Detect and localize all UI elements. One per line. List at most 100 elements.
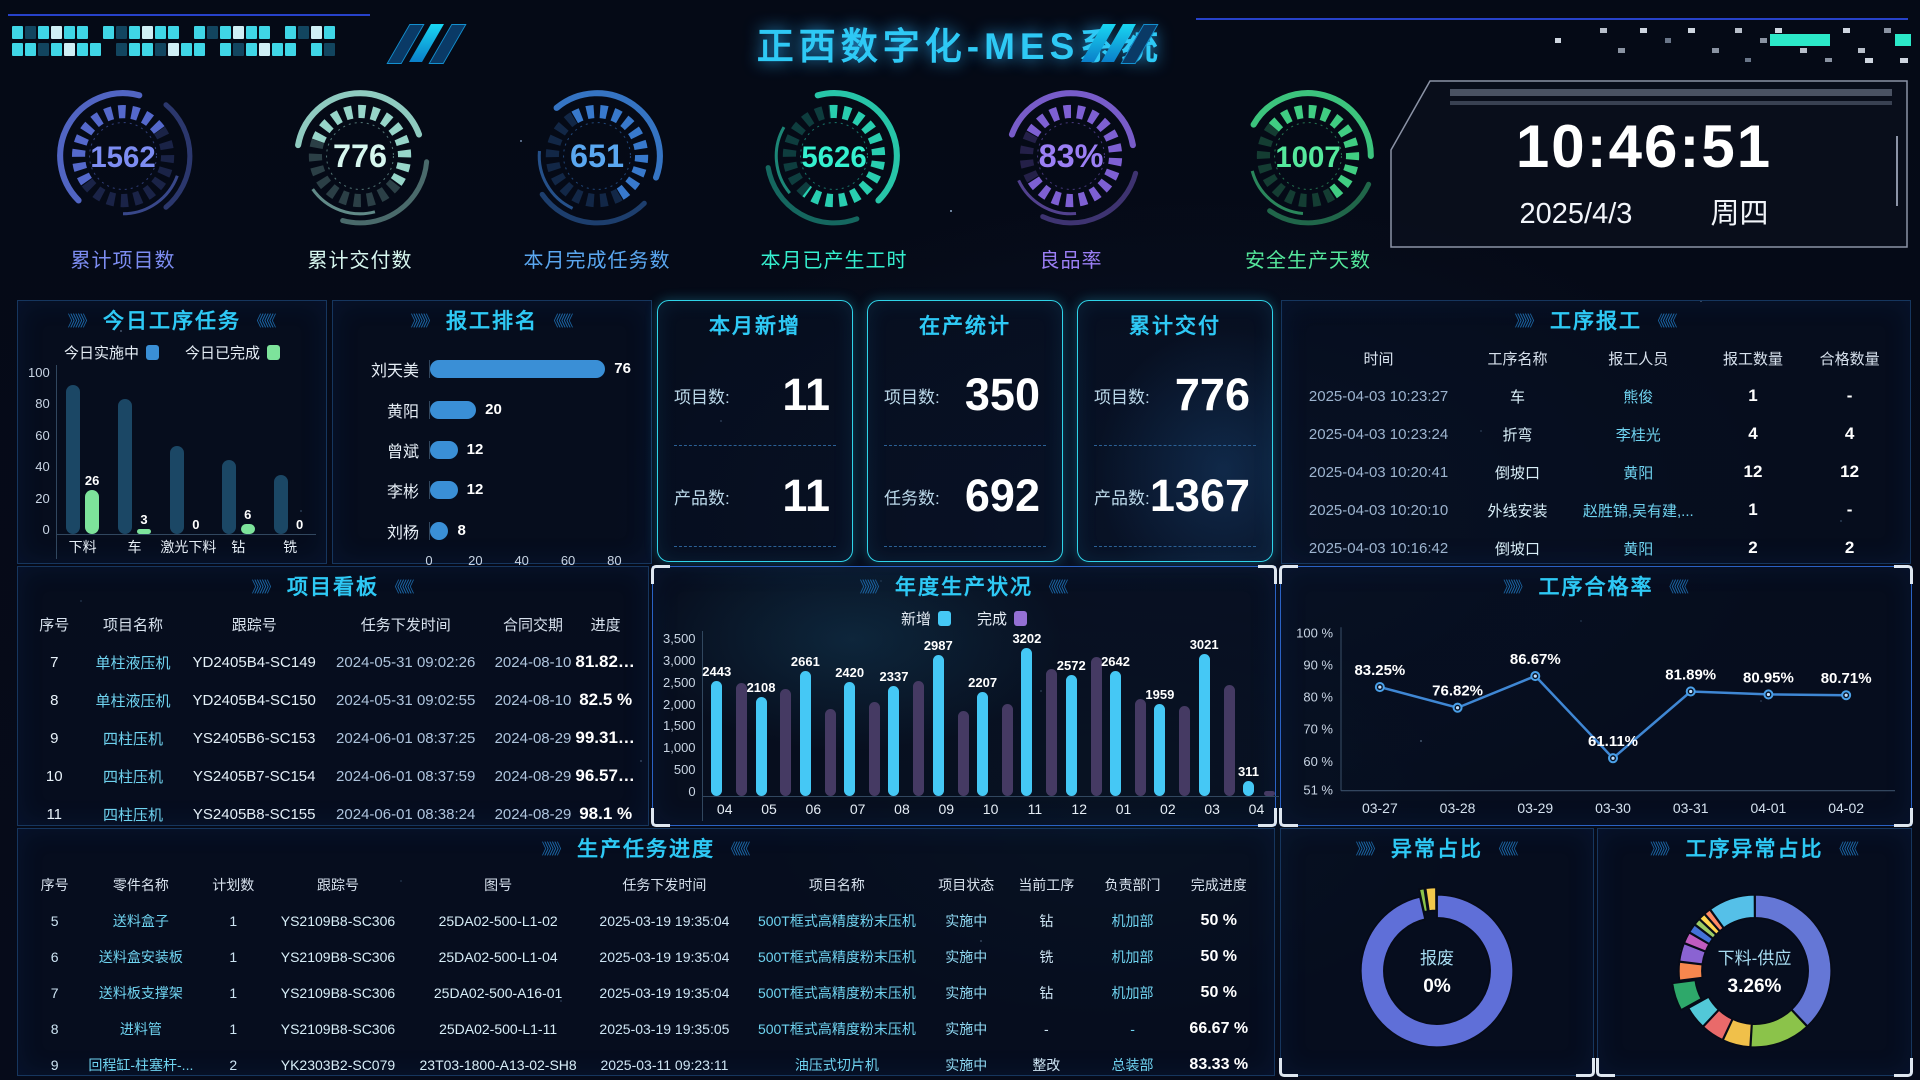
pass-rate-line-chart: 51 % 60 % 70 % 80 % 90 % 100 % 03-27 03-28 03-29… [1281,605,1911,825]
table-cell: - [1043,1021,1049,1037]
table-cell: 钻 [1039,913,1054,929]
table-row: 2025-04-03 10:16:42 倒坡口 黄阳 2 2 [1294,529,1898,567]
table-cell: 4 [1844,424,1855,443]
bar-value-label: 20 [485,400,502,418]
table-cell: - [1846,500,1853,519]
x-axis-label: 05 [761,801,777,817]
bar-value-label: 0 [295,517,304,532]
gauge-label: 累计项目数 [70,250,176,272]
table-cell: 98.1 % [579,804,633,823]
table-cell: 整改 [1032,1057,1061,1073]
bar-value-label: 0 [192,517,200,532]
process-abnormal-donut-chart: 下料-供应 3.26% [1598,867,1911,1075]
table-cell: 倒坡口 [1494,464,1540,482]
legend-item: 完成 [977,608,1028,629]
panel-title: 》》》》》》 年度生产状况 《《《《《《 [859,576,1068,599]
bar [240,523,255,534]
bar [913,680,925,796]
panel-project-board: 》》》》》》 项目看板 《《《《《《 序号 项目名称 跟踪号 任务下发时间 合同交期 进度 7 单… [17,566,649,826]
svg-text:83.25%: 83.25% [1354,662,1405,679]
table-cell: 2 [229,1057,238,1073]
table-cell: 四柱压机 [103,768,164,786]
table-cell: 实施中 [945,985,988,1001]
bar [1223,685,1235,796]
svg-text:651: 651 [570,138,624,174]
table-cell: 7 [50,653,59,671]
panel-title: 》》》》》》 生产任务进度 《《《《《《 [541,838,750,861]
table-cell: YS2109B8-SC306 [280,985,396,1001]
table-row: 2025-04-03 10:20:41 倒坡口 黄阳 12 12 [1294,453,1898,491]
table-cell: 实施中 [945,1057,988,1073]
table-cell: 2025-03-19 19:35:05 [599,1021,730,1037]
kpi-gauges-row: 1562 累计项目数 776 累计交付数 651 本月完成任务数 5626 本月已产生工时 83… [18,80,1413,295]
panel-abnormal-ratio: 》》》》》》 异常占比 《《《《《《 报废 0% [1279,828,1595,1077]
table-cell: 李桂光 [1615,426,1661,444]
svg-text:776: 776 [333,138,387,174]
column-header: 合同交期 [502,616,563,634]
svg-text:81.89%: 81.89% [1665,666,1716,683]
table-row: 7 送料板支撑架 1 YS2109B8-SC306 25DA02-500-A16-01 2… [30,975,1262,1011]
gauge-ring-icon: 1007 [1250,90,1374,226]
stat-value: 692 [964,470,1040,521]
stat-label: 项目数: [674,387,730,407]
stat-gauge: 776 累计交付数 [255,80,465,295]
table-cell: 熊俊 [1623,388,1654,406]
stat-card-row: 项目数: 350 [884,345,1046,446]
gauge-ring-icon: 651 [537,90,663,226]
table-cell: YS2405B8-SC155 [192,805,316,823]
table-row: 5 送料盒子 1 YS2109B8-SC306 25DA02-500-L1-02 2025… [30,903,1262,939]
table-cell: 机加部 [1111,985,1154,1001]
column-header: 负责部门 [1104,877,1161,893]
table-cell: 赵胜锦,吴有建,... [1582,502,1694,520]
stat-label: 项目数: [884,387,940,407]
x-axis-label: 12 [1071,801,1087,817]
gauge-label: 安全生产天数 [1245,250,1371,272]
bar-value-label: 3202 [1012,631,1042,646]
table-cell: 2024-05-31 09:02:26 [336,653,476,671]
bar [430,360,606,379]
legend-item: 今日实施中 [64,342,159,363]
x-axis-label: 10 [982,801,999,817]
table-cell: 2025-04-03 10:16:42 [1308,539,1449,557]
bar [430,481,458,500]
stat-value: 350 [964,369,1040,420]
header-line-right [1196,18,1908,20]
table-cell: 2024-08-29 [494,729,572,747]
bar-value-label: 26 [84,473,100,489]
stat-card-title: 本月新增 [709,315,801,338]
bar-value-label: 2661 [790,653,820,669]
bar-value-label: 12 [466,440,484,458]
pixel-grid-decoration [12,26,337,60]
column-header: 工序名称 [1487,350,1548,368]
x-axis-label: 04 [716,801,733,817]
table-cell: 2025-04-03 10:20:41 [1308,463,1449,481]
svg-text:60 %: 60 % [1303,754,1333,769]
table-cell: 进料管 [119,1021,162,1037]
table-cell: 机加部 [1111,913,1154,929]
x-axis-label: 钻 [231,539,246,555]
bar [1263,791,1275,796]
gauge-ring-icon: 1562 [57,90,193,216]
table-cell: 99.31 % [575,728,636,747]
bar-value-label: 2337 [879,668,909,684]
table-header-row: 序号 项目名称 跟踪号 任务下发时间 合同交期 进度 [30,605,636,643]
table-cell: 81.82 % [575,652,636,671]
bar [1046,668,1058,796]
bar [844,681,856,796]
table-cell: 2024-06-01 08:37:25 [336,729,476,747]
table-row: 8 单柱液压机 YD2405B4-SC150 2024-05-31 09:02:55 2… [30,681,636,719]
x-axis-label: 06 [805,801,822,817]
table-cell: 折弯 [1502,426,1533,444]
table-cell: - [1130,1021,1135,1037]
column-header: 序号 [39,616,70,634]
bar-value-label: 76 [614,360,631,378]
svg-text:80.95%: 80.95% [1743,669,1794,686]
bar-value-label: 2207 [968,674,998,690]
bar [65,385,80,534]
column-header: 完成进度 [1190,877,1247,893]
bar [1134,699,1146,796]
panel-title: 》》》》》》 项目看板 《《《《《《 [251,576,414,599]
svg-text:51 %: 51 % [1303,783,1333,798]
stat-value: 1367 [1149,470,1250,521]
column-header: 跟踪号 [316,877,359,893]
